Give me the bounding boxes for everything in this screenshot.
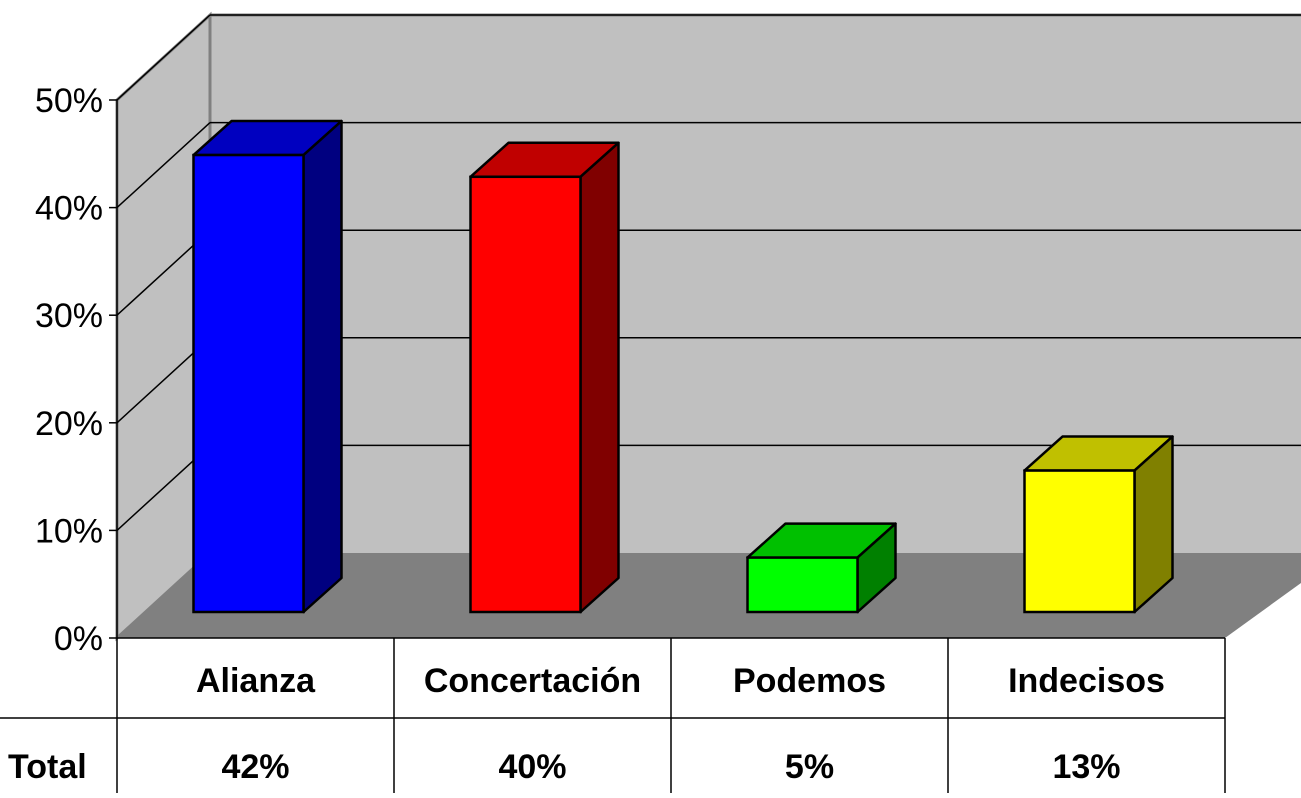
category-label: Indecisos [1008,662,1165,700]
y-tick-label: 10% [35,512,103,550]
bar-front [192,153,305,614]
y-tick-label: 20% [35,405,103,443]
value-label: 5% [785,748,834,786]
bar-alianza [192,119,343,614]
value-label: 40% [498,748,566,786]
bar-indecisos [1023,435,1174,614]
category-label: Podemos [733,662,886,700]
y-tick-label: 30% [35,297,103,335]
y-tick-label: 0% [54,620,103,658]
bar-side [302,119,343,614]
category-label: Concertación [424,662,641,700]
value-label: 42% [221,748,289,786]
y-axis: 0% 10% 20% 30% 40% 50% [35,82,118,658]
value-label: 13% [1052,748,1120,786]
y-tick-label: 40% [35,190,103,228]
bar-front [469,175,582,614]
bar-podemos [746,522,897,614]
category-label: Alianza [196,662,316,700]
bars [192,119,1174,614]
y-tick-label: 50% [35,82,103,120]
gridlines [116,14,1301,531]
floor [117,553,1301,638]
bar-side [579,141,620,614]
table-row-label: Total [8,748,87,786]
gridline-side [116,122,211,209]
bar-front [1023,469,1136,614]
bar-front [746,556,859,614]
gridline-side [116,14,211,101]
data-table: Total Alianza 42% Concertación 40% Podemos 5% I… [0,637,1226,793]
bar-concertaci-n [469,141,620,614]
